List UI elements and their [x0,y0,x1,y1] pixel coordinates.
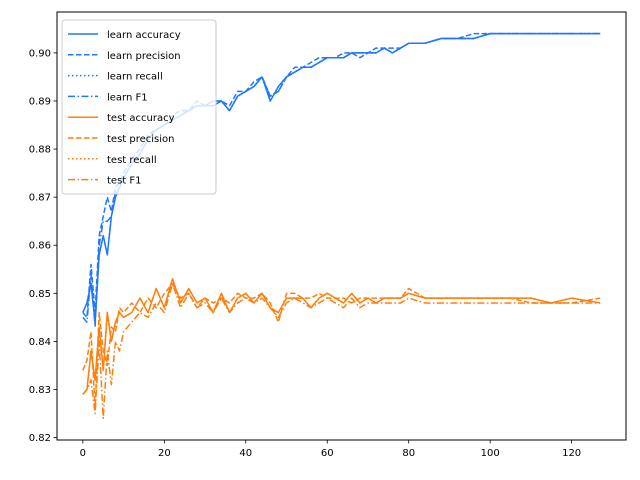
x-tick-label: 60 [321,448,334,459]
legend-label: learn precision [107,51,181,62]
y-tick-label: 0.90 [29,48,51,59]
x-tick-label: 120 [562,448,581,459]
series-line-test-precision [82,282,601,410]
y-tick-label: 0.86 [29,241,51,252]
x-tick-label: 100 [481,448,500,459]
y-tick-label: 0.87 [29,193,51,204]
legend-box [61,19,217,195]
series-line-test-recall [82,278,601,395]
y-axis: 0.82 0.83 0.84 0.85 0.86 0.87 0.88 0.89 0.90 [29,48,57,444]
x-tick-label: 80 [402,448,415,459]
y-tick-label: 0.89 [29,96,51,107]
y-tick-label: 0.82 [29,433,51,444]
y-tick-label: 0.85 [29,289,51,300]
legend: learn accuracy learn precision learn recal… [61,19,217,195]
legend-label: test F1 [107,176,142,187]
x-tick-label: 40 [239,448,252,459]
y-tick-label: 0.84 [29,337,51,348]
legend-label: test accuracy [107,113,175,124]
plot-frame [56,11,627,441]
legend-label: test recall [107,155,157,166]
legend-label: learn recall [107,72,163,83]
x-axis: 0 20 40 60 80 100 120 [80,440,581,459]
legend-label: test precision [107,134,175,145]
y-tick-label: 0.83 [29,385,51,396]
y-tick-label: 0.88 [29,145,51,156]
x-tick-label: 20 [158,448,171,459]
x-tick-label: 0 [80,448,86,459]
legend-label: learn F1 [107,92,148,103]
legend-label: learn accuracy [107,30,181,41]
